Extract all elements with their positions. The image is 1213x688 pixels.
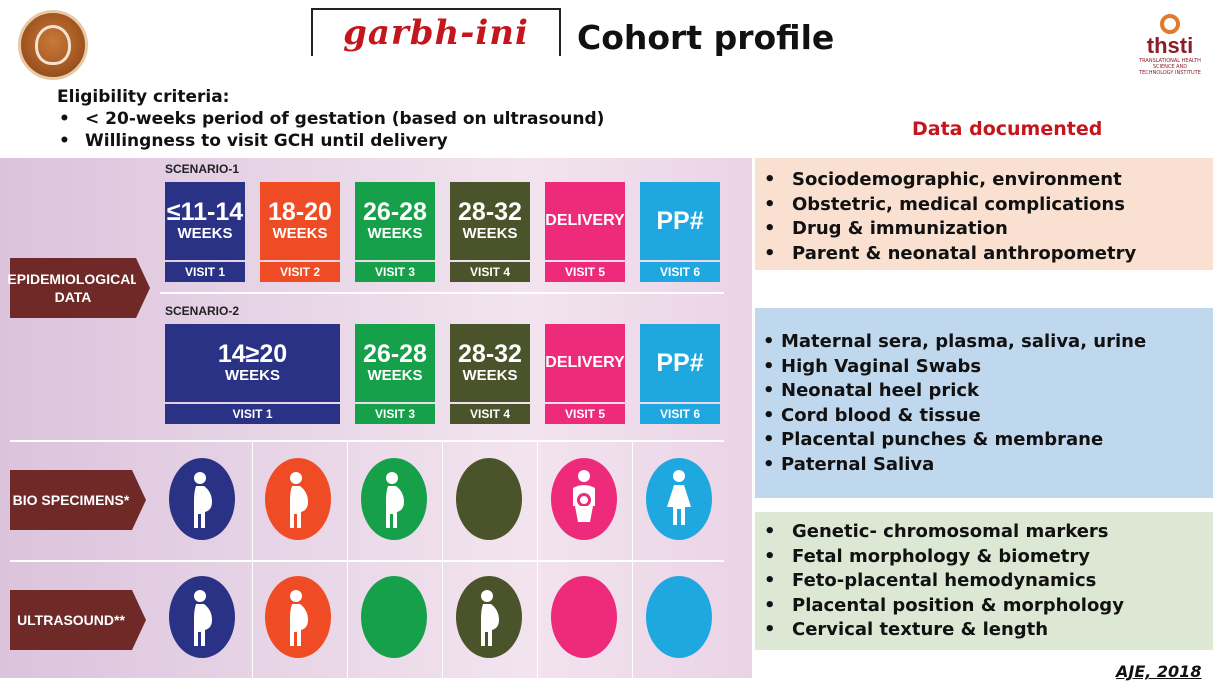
eligibility-section: Eligibility criteria: < 20-weeks period … [57, 86, 604, 152]
s1-box-visit-3: 26-28 WEEKS [355, 182, 435, 260]
mother-baby-icon [551, 458, 617, 540]
grid-line [347, 441, 348, 678]
s1-visit-1-label: VISIT 1 [165, 262, 245, 282]
s2-box-visit-5: DELIVERY [545, 324, 625, 402]
box-weeks-range: 14≥20 [217, 340, 288, 368]
documented-item: Sociodemographic, environment [755, 168, 1213, 193]
documented-item: High Vaginal Swabs [755, 355, 1213, 380]
row-label-epidemiological: EPIDEMIOLOGICAL DATA [7, 258, 150, 318]
documented-item: Obstetric, medical complications [755, 193, 1213, 218]
pregnant-woman-icon [169, 576, 235, 658]
documented-epidemiological-block: Sociodemographic, environment Obstetric,… [755, 158, 1213, 270]
s1-box-visit-1: ≤11-14 WEEKS [165, 182, 245, 260]
documented-ultrasound-block: Genetic- chromosomal markers Fetal morph… [755, 512, 1213, 650]
documented-item: Placental punches & membrane [755, 428, 1213, 453]
page-title: Cohort profile [577, 18, 835, 57]
box-weeks-label: WEEKS [462, 367, 518, 384]
mother-child-emblem-icon [35, 25, 71, 65]
documented-item: Feto-placental hemodynamics [755, 569, 1213, 594]
row-label-ultrasound: ULTRASOUND** [10, 590, 146, 650]
box-delivery-label: DELIVERY [545, 354, 625, 371]
s2-visit-6-label: VISIT 6 [640, 404, 720, 424]
s2-box-visit-6: PP# [640, 324, 720, 402]
divider [160, 292, 724, 294]
s1-visit-2-label: VISIT 2 [260, 262, 340, 282]
pregnant-woman-icon [456, 576, 522, 658]
box-weeks-range: 26-28 [363, 340, 427, 368]
box-pp-label: PP# [656, 349, 704, 377]
documented-item: Genetic- chromosomal markers [755, 520, 1213, 545]
visit-schedule-panel: EPIDEMIOLOGICAL DATA BIO SPECIMENS* ULTR… [0, 158, 752, 678]
documented-item: Neonatal heel prick [755, 379, 1213, 404]
eligibility-item: Willingness to visit GCH until delivery [57, 130, 604, 152]
documented-item: Maternal sera, plasma, saliva, urine [755, 330, 1213, 355]
data-documented-heading: Data documented [912, 118, 1103, 140]
documented-bio-specimens-block: Maternal sera, plasma, saliva, urine Hig… [755, 308, 1213, 498]
thsti-logo-subtitle: TRANSLATIONAL HEALTH SCIENCE AND TECHNOL… [1139, 58, 1201, 76]
s1-visit-5-label: VISIT 5 [545, 262, 625, 282]
institution-logo-left [18, 10, 88, 80]
brand-box: garbh-ini [311, 8, 561, 56]
box-weeks-range: 28-32 [458, 198, 522, 226]
documented-item: Cord blood & tissue [755, 404, 1213, 429]
row-label-bio-specimens: BIO SPECIMENS* [10, 470, 146, 530]
box-weeks-label: WEEKS [177, 225, 233, 242]
blank-circle-icon [646, 576, 712, 658]
eligibility-item: < 20-weeks period of gestation (based on… [57, 108, 604, 130]
box-weeks-range: 18-20 [268, 198, 332, 226]
box-weeks-label: WEEKS [367, 367, 423, 384]
grid-line [252, 441, 253, 678]
blank-circle-icon [456, 458, 522, 540]
woman-icon [646, 458, 712, 540]
grid-line [537, 441, 538, 678]
blank-circle-icon [361, 576, 427, 658]
documented-item: Placental position & morphology [755, 594, 1213, 619]
blank-circle-icon [551, 576, 617, 658]
s2-box-visit-1: 14≥20 WEEKS [165, 324, 340, 402]
s1-box-visit-2: 18-20 WEEKS [260, 182, 340, 260]
grid-line [442, 441, 443, 678]
citation: AJE, 2018 [1116, 662, 1202, 681]
documented-item: Parent & neonatal anthropometry [755, 242, 1213, 267]
s1-box-visit-5: DELIVERY [545, 182, 625, 260]
s1-visit-6-label: VISIT 6 [640, 262, 720, 282]
documented-item: Drug & immunization [755, 217, 1213, 242]
pregnant-woman-icon [265, 458, 331, 540]
scenario-2-label: SCENARIO-2 [165, 304, 240, 318]
thsti-ring-icon [1160, 14, 1180, 34]
documented-item: Paternal Saliva [755, 453, 1213, 478]
box-weeks-range: 26-28 [363, 198, 427, 226]
box-weeks-label: WEEKS [367, 225, 423, 242]
s2-visit-5-label: VISIT 5 [545, 404, 625, 424]
divider [10, 440, 724, 442]
s2-box-visit-3: 26-28 WEEKS [355, 324, 435, 402]
s2-visit-3-label: VISIT 3 [355, 404, 435, 424]
s2-box-visit-4: 28-32 WEEKS [450, 324, 530, 402]
box-weeks-range: 28-32 [458, 340, 522, 368]
box-weeks-range: ≤11-14 [166, 198, 244, 226]
box-weeks-label: WEEKS [224, 367, 280, 384]
s2-visit-4-label: VISIT 4 [450, 404, 530, 424]
s1-box-visit-6: PP# [640, 182, 720, 260]
pregnant-woman-icon [265, 576, 331, 658]
box-delivery-label: DELIVERY [545, 212, 625, 229]
thsti-logo: thsti TRANSLATIONAL HEALTH SCIENCE AND T… [1138, 14, 1202, 100]
grid-line [632, 441, 633, 678]
divider [10, 560, 724, 562]
scenario-1-label: SCENARIO-1 [165, 162, 240, 176]
box-weeks-label: WEEKS [462, 225, 518, 242]
pregnant-woman-icon [361, 458, 427, 540]
s1-visit-3-label: VISIT 3 [355, 262, 435, 282]
eligibility-heading: Eligibility criteria: [57, 87, 230, 107]
box-pp-label: PP# [656, 207, 704, 235]
pregnant-woman-icon [169, 458, 235, 540]
s1-visit-4-label: VISIT 4 [450, 262, 530, 282]
documented-item: Fetal morphology & biometry [755, 545, 1213, 570]
thsti-logo-word: thsti [1146, 33, 1194, 58]
brand-logo-text: garbh-ini [343, 13, 529, 53]
box-weeks-label: WEEKS [272, 225, 328, 242]
s2-visit-1-label: VISIT 1 [165, 404, 340, 424]
s1-box-visit-4: 28-32 WEEKS [450, 182, 530, 260]
documented-item: Cervical texture & length [755, 618, 1213, 643]
